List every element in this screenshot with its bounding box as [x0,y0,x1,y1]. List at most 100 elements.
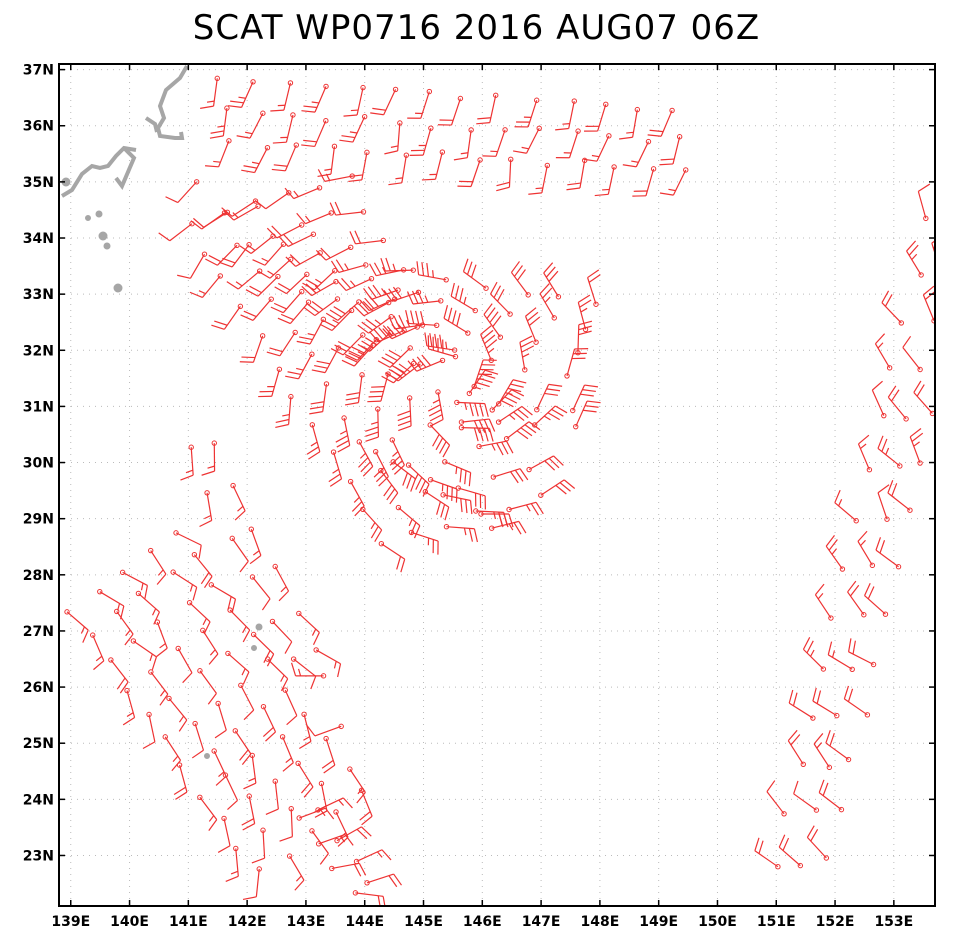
wind-barb [497,380,527,406]
wind-barb [348,767,366,803]
wind-barb [280,735,293,772]
wind-barb [273,564,289,601]
wind-barb [318,144,337,176]
wind-barb [241,297,274,320]
wind-barb [373,449,388,486]
wind-barb [345,373,364,405]
wind-barb [336,416,350,452]
wind-barb [584,134,612,162]
lat-tick-label: 29N [23,512,54,528]
wind-barb [233,729,251,765]
wind-barb [907,241,924,277]
wind-barb [301,119,328,147]
wind-barb [176,646,192,682]
wind-barb [231,483,245,520]
wind-barb [527,456,563,472]
wind-barb [267,330,298,356]
wind-barb [491,469,528,483]
wind-barb [241,146,269,173]
wind-barb [794,781,819,812]
wind-barb [190,274,223,298]
wind-barb [350,231,386,244]
wind-barb [496,406,532,424]
island [99,232,107,240]
wind-barb [888,480,912,512]
wind-barb [476,93,498,124]
wind-barb [515,98,539,127]
wind-barb [648,108,675,136]
wind-barb [297,317,326,344]
wind-barb [932,235,943,272]
wind-barb [212,749,226,786]
wind-barb [242,794,255,830]
wind-barb [322,736,335,773]
axis-ticks: 139E 140E 141E 142E 143E 144E 145E 146E 147E 148E… [23,63,935,930]
wind-barb [482,128,507,157]
wind-barb [109,658,128,693]
coastline-land [62,66,262,759]
wind-barb [177,252,207,278]
island [104,243,110,249]
wind-barb [143,712,155,748]
wind-barb [335,827,371,843]
wind-barb [388,153,408,185]
wind-barb [391,460,415,492]
lon-tick-label: 151E [757,914,796,930]
wind-barb [378,346,412,368]
wind-barb [267,223,304,238]
wind-barb [813,688,839,718]
wind-barb [201,628,218,664]
wind-barb [211,304,242,329]
island [114,284,122,292]
lon-tick-label: 139E [51,914,90,930]
wind-barb [474,509,508,526]
wind-barb [303,269,337,290]
wind-barb [261,704,275,741]
wind-barb [354,850,391,864]
wind-barb [844,686,869,717]
wind-barb [767,781,786,816]
lon-tick-label: 144E [345,914,384,930]
wind-barb [312,346,341,373]
wind-barb [249,527,261,564]
wind-barb [481,326,497,363]
wind-barb [228,608,250,642]
wind-barb [428,390,443,426]
wind-barb [131,639,156,670]
wind-barb [779,835,802,868]
wind-barb [348,479,364,515]
wind-barb [789,690,815,720]
wind-barb [574,401,601,429]
lat-tick-label: 30N [23,456,54,472]
wind-barb [237,111,265,138]
wind-barb [507,502,543,515]
lat-tick-label: 23N [23,848,54,864]
wind-barb [265,657,287,691]
wind-barb [344,85,366,116]
wind-barb [167,696,187,731]
wind-barb [252,828,265,863]
wind-barb [227,269,262,289]
wind-barb [428,423,450,457]
wind-barb [316,245,353,260]
wind-barb [307,724,344,736]
wind-barb [166,180,199,203]
wind-barb [239,683,254,720]
wind-barb [159,222,194,241]
wind-barb [228,80,255,108]
wind-barb [285,352,314,379]
wind-barb [407,89,431,118]
wind-barb [451,283,477,313]
wind-barb [876,537,901,569]
lon-tick-label: 142E [228,914,267,930]
lon-tick-label: 145E [404,914,443,930]
lon-tick-label: 152E [816,914,855,930]
lat-tick-label: 24N [23,792,54,808]
wind-barb [192,721,203,758]
wind-barb [513,126,541,153]
wind-barb [329,450,342,487]
wind-barb [566,158,586,190]
wind-barb [491,282,513,316]
wind-barb [297,211,334,224]
wind-barb [198,669,217,705]
